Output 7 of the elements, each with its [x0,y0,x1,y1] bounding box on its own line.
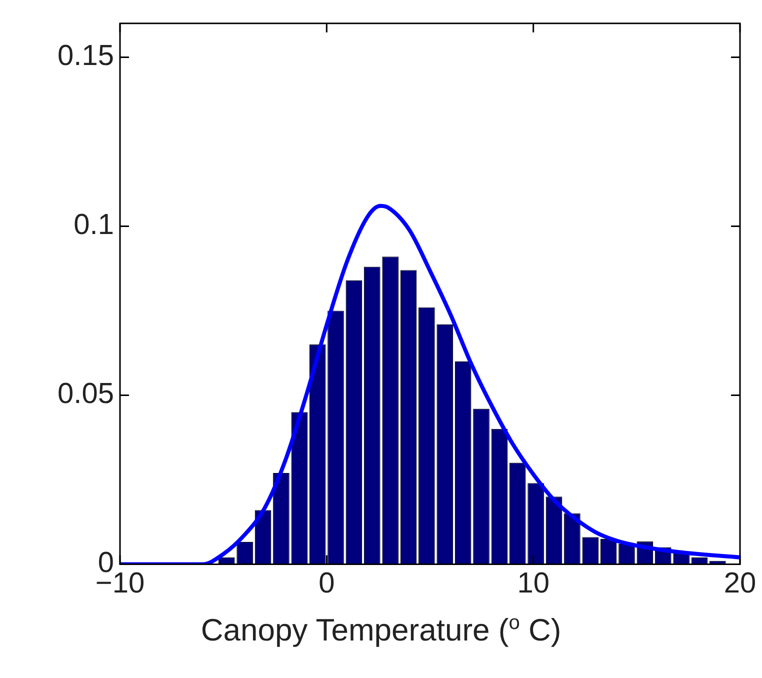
x-axis-title: Canopy Temperature ($^{o}$ C) [200,612,562,648]
y-tick-label: 0.1 [74,209,114,242]
y-tick-label: 0.15 [58,40,114,72]
y-tick-label: 0.05 [58,378,114,410]
x-tick-label: 10 [517,568,550,600]
x-tick-label: 20 [724,568,756,600]
x-tick-label: 0 [318,568,335,600]
